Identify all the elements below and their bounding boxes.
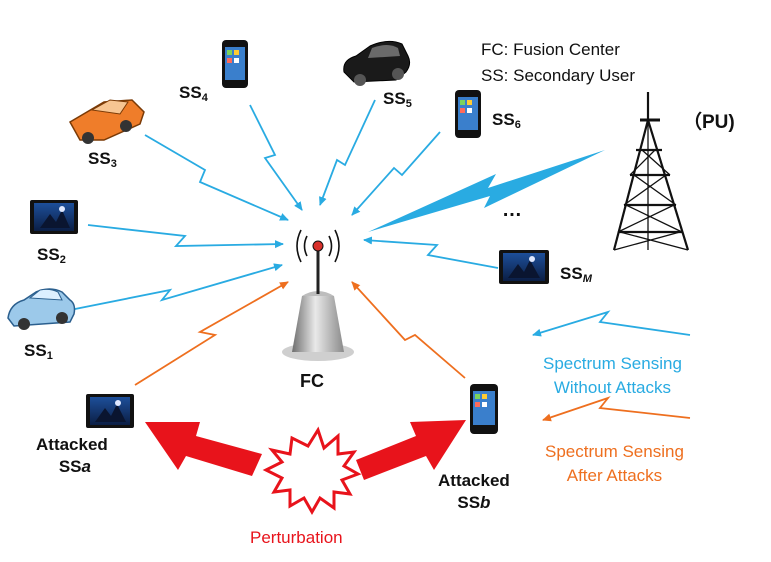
phone-icon-ss6 (455, 90, 481, 138)
ss2-label: SS2 (37, 245, 66, 266)
legend-fc-definition: FC: Fusion Center (481, 40, 620, 59)
attacked-ssa-label: Attacked SSa (36, 435, 108, 476)
car-icon-ss3 (68, 99, 145, 144)
ssm-label: SSM (560, 264, 592, 285)
key-arrow-orange (542, 396, 691, 422)
pu-tower-icon (612, 92, 690, 251)
pu-label: （PU) (683, 112, 735, 133)
arrow-ssm-fc (363, 236, 499, 269)
arrow-ss2-fc (87, 224, 284, 249)
blue-sensing-arrows (69, 99, 691, 337)
key-after-attacks-label: Spectrum Sensing After Attacks (545, 442, 684, 485)
key-without-attacks-label: Spectrum Sensing Without Attacks (543, 354, 682, 397)
car-icon-ss5 (343, 40, 411, 86)
car-icon-ss1 (7, 288, 76, 330)
tablet-icon-ssa (86, 394, 134, 428)
arrow-ssa-fc (134, 281, 289, 386)
phone-icon-ss4 (222, 40, 248, 88)
pu-broadcast-bolt (368, 150, 605, 232)
attacked-ssb-label: Attacked SSb (438, 471, 510, 512)
ss3-label: SS3 (88, 149, 117, 170)
phone-icon-ssb (470, 384, 498, 434)
orange-sensing-arrows (134, 281, 691, 422)
ss6-label: SS6 (492, 110, 521, 131)
arrow-ssb-fc (351, 281, 466, 379)
legend-ss-definition: SS: Secondary User (481, 66, 636, 85)
ss5-label: SS5 (383, 89, 412, 110)
perturbation-label: Perturbation (250, 528, 343, 547)
ss4-label: SS4 (179, 83, 208, 104)
arrow-ss4-fc (249, 104, 303, 211)
perturbation-burst-icon (262, 426, 362, 516)
ellipsis-label: … (502, 199, 522, 221)
key-arrow-blue (532, 310, 691, 337)
red-arrow-left (145, 422, 262, 476)
ss1-label: SS1 (24, 341, 53, 362)
arrow-ss6-fc (351, 131, 441, 216)
arrow-ss1-fc (69, 263, 283, 311)
tablet-icon-ss2 (30, 200, 78, 234)
arrow-ss5-fc (319, 99, 376, 206)
arrow-ss3-fc (144, 134, 289, 221)
perturbation-arrows (145, 420, 466, 480)
red-arrow-right (356, 420, 466, 480)
fc-antenna-icon (282, 229, 354, 361)
tablet-icon-ssm (499, 250, 549, 284)
fc-label: FC (300, 371, 324, 391)
